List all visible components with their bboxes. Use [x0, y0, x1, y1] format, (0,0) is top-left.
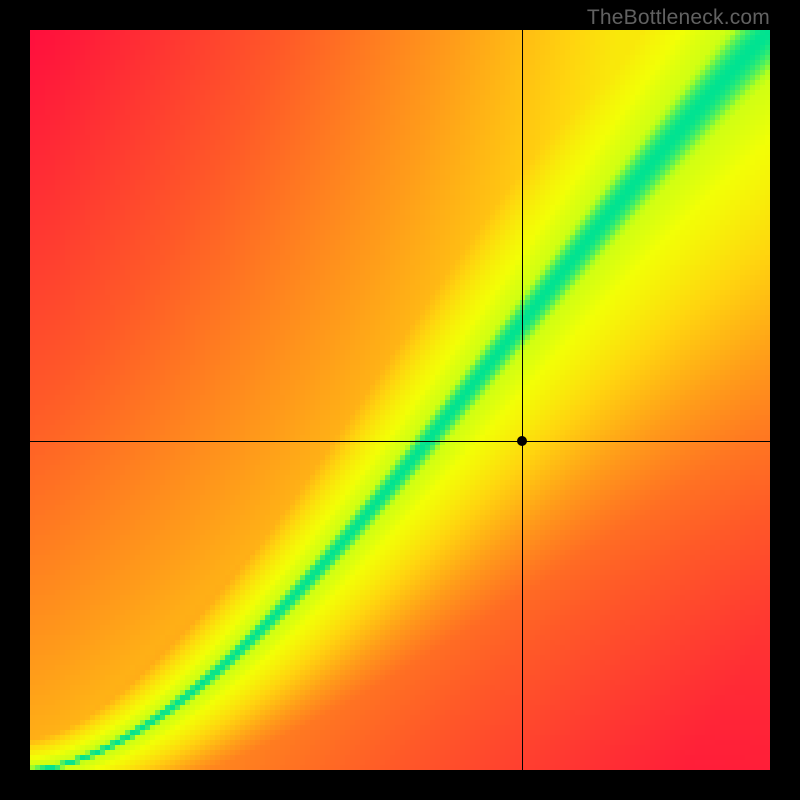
crosshair-horizontal: [30, 441, 770, 442]
crosshair-vertical: [522, 30, 523, 770]
crosshair-marker-dot: [517, 436, 527, 446]
watermark-text: TheBottleneck.com: [587, 6, 770, 30]
heatmap-canvas: [30, 30, 770, 770]
heatmap-plot: [30, 30, 770, 770]
